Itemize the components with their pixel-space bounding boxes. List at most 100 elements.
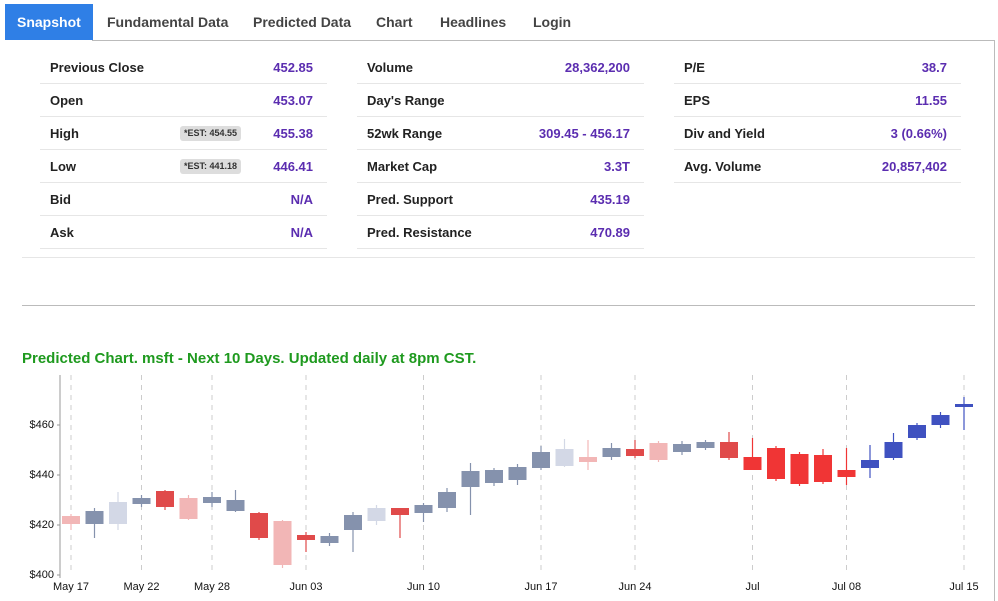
- row-value: N/A: [290, 192, 313, 207]
- candle-body: [109, 502, 127, 524]
- table-row: Div and Yield 3 (0.66%): [674, 117, 961, 150]
- candle-body: [720, 442, 738, 458]
- x-tick-label: Jul 08: [832, 581, 861, 593]
- row-label: Ask: [50, 225, 74, 240]
- candle-body: [179, 498, 198, 519]
- candle-body: [391, 508, 409, 515]
- candle-body: [367, 508, 386, 521]
- row-value: 470.89: [590, 225, 630, 240]
- x-tick-label: Jun 03: [289, 581, 322, 593]
- x-tick-label: Jun 10: [407, 581, 440, 593]
- row-label: Low: [50, 159, 76, 174]
- chart-title: Predicted Chart. msft - Next 10 Days. Up…: [22, 350, 477, 367]
- table-row: Pred. Resistance 470.89: [357, 216, 644, 249]
- candle-body: [320, 536, 339, 543]
- candle-body: [461, 471, 480, 487]
- candle-body: [767, 448, 785, 479]
- candle-body: [485, 470, 503, 483]
- table-row: Market Cap 3.3T: [357, 150, 644, 183]
- row-value: 453.07: [273, 93, 313, 108]
- candle-body: [85, 511, 104, 524]
- table-row: Low 446.41 *EST: 441.18: [40, 150, 327, 183]
- table-row: 52wk Range 309.45 - 456.17: [357, 117, 644, 150]
- candle-body: [602, 448, 621, 457]
- candle-body: [696, 442, 715, 448]
- candle-body: [273, 521, 292, 565]
- row-value: 446.41: [273, 159, 313, 174]
- candle-body: [861, 460, 879, 468]
- candle-body: [62, 516, 80, 524]
- row-value: 3 (0.66%): [890, 126, 947, 141]
- x-tick-label: May 17: [53, 581, 89, 593]
- divider: [22, 305, 975, 306]
- candle-body: [226, 500, 245, 511]
- row-label: Market Cap: [367, 159, 438, 174]
- row-label: Day's Range: [367, 93, 445, 108]
- candle-body: [156, 491, 174, 507]
- row-value: 20,857,402: [881, 159, 947, 174]
- candle-body: [884, 442, 903, 458]
- tab[interactable]: Predicted Data: [253, 14, 352, 30]
- candle-body: [626, 449, 644, 456]
- candle-body: [955, 404, 973, 407]
- tab[interactable]: Headlines: [440, 14, 507, 30]
- row-label: EPS: [684, 93, 711, 108]
- x-tick-label: Jul 15: [949, 581, 978, 593]
- x-tick-label: Jun 24: [618, 581, 651, 593]
- tab[interactable]: Chart: [376, 14, 413, 30]
- row-value: 452.85: [273, 60, 313, 75]
- panel-border: [994, 40, 995, 601]
- row-value: 3.3T: [603, 159, 630, 174]
- table-row: Previous Close 452.85: [40, 51, 327, 84]
- row-label: Open: [50, 93, 84, 108]
- table-row: Bid N/A: [40, 183, 327, 216]
- row-label: Avg. Volume: [684, 159, 762, 174]
- row-label: Pred. Resistance: [367, 225, 472, 240]
- tab[interactable]: Snapshot: [5, 4, 93, 40]
- candle-body: [931, 415, 950, 425]
- x-tick-label: Jun 17: [524, 581, 557, 593]
- y-tick-label: $420: [30, 519, 54, 531]
- candle-body: [555, 449, 574, 466]
- candle-body: [203, 497, 221, 503]
- candle-body: [649, 443, 668, 460]
- table-row: Volume 28,362,200: [357, 51, 644, 84]
- tab[interactable]: Fundamental Data: [107, 14, 229, 30]
- candle-body: [532, 452, 550, 468]
- row-value: 435.19: [590, 192, 630, 207]
- tab[interactable]: Login: [533, 14, 572, 30]
- candle-body: [508, 467, 527, 480]
- candle-body: [438, 492, 456, 508]
- y-tick-label: $460: [30, 419, 54, 431]
- x-tick-label: May 22: [123, 581, 159, 593]
- row-label: Volume: [367, 60, 413, 75]
- row-value: 38.7: [921, 60, 947, 75]
- row-value: 309.45 - 456.17: [538, 126, 630, 141]
- candle-body: [344, 515, 362, 530]
- tab-border: [92, 40, 995, 41]
- candle-body: [743, 457, 762, 470]
- candle-body: [132, 498, 151, 504]
- y-tick-label: $440: [30, 469, 54, 481]
- candle-body: [250, 513, 268, 538]
- row-label: High: [50, 126, 79, 141]
- row-label: Div and Yield: [684, 126, 765, 141]
- row-label: P/E: [684, 60, 705, 75]
- row-label: Pred. Support: [367, 192, 453, 207]
- table-row: P/E 38.7: [674, 51, 961, 84]
- candle-body: [414, 505, 433, 513]
- candle-body: [297, 535, 315, 540]
- table-row: Open 453.07: [40, 84, 327, 117]
- table-row: Ask N/A: [40, 216, 327, 249]
- divider: [22, 257, 975, 258]
- y-tick-label: $400: [30, 569, 54, 581]
- table-row: EPS 11.55: [674, 84, 961, 117]
- table-row: High 455.38 *EST: 454.55: [40, 117, 327, 150]
- x-tick-label: Jul: [745, 581, 759, 593]
- row-value: 455.38: [273, 126, 313, 141]
- row-value: N/A: [290, 225, 313, 240]
- candle-body: [673, 444, 691, 452]
- row-label: Bid: [50, 192, 71, 207]
- table-row: Avg. Volume 20,857,402: [674, 150, 961, 183]
